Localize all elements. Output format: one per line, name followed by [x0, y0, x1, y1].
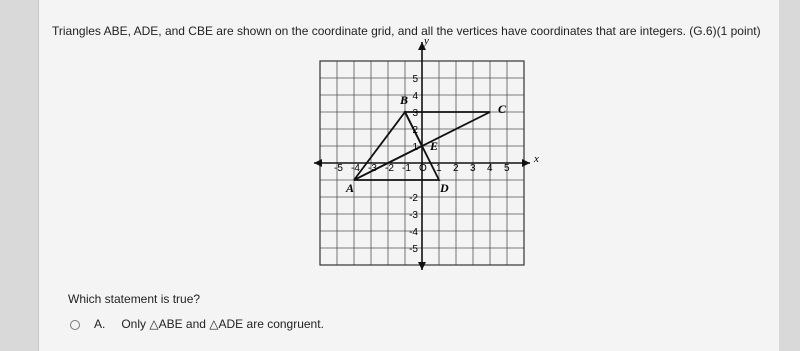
arrow: [522, 159, 530, 167]
x-tick-label: 3: [470, 163, 476, 174]
x-axis-label: x: [533, 153, 539, 165]
y-tick-label: 2: [412, 125, 418, 136]
choice-text: Only △ABE and △ADE are congruent.: [121, 317, 324, 331]
x-tick-label: -5: [334, 163, 343, 174]
y-tick-label: 1: [412, 142, 418, 153]
point-label: C: [498, 102, 507, 116]
arrow: [314, 159, 322, 167]
point-label: E: [429, 139, 438, 153]
x-tick-label: 2: [453, 163, 459, 174]
choice-letter: A.: [94, 317, 106, 331]
y-tick-label: -4: [409, 227, 418, 238]
answer-choice[interactable]: A. Only △ABE and △ADE are congruent.: [70, 317, 324, 331]
radio-button[interactable]: [70, 319, 80, 330]
triangle-ade: [353, 144, 441, 181]
arrow: [418, 42, 426, 50]
question-text: Triangles ABE, ADE, and CBE are shown on…: [52, 24, 761, 38]
x-tick-label: 1: [436, 163, 442, 174]
y-tick-label: -2: [409, 193, 418, 204]
x-tick-label: O: [419, 163, 427, 174]
y-tick-label: 3: [412, 108, 418, 119]
x-tick-label: -1: [402, 163, 411, 174]
triangle-cbe: [403, 111, 491, 148]
y-tick-label: -5: [409, 244, 418, 255]
y-tick-label: -3: [409, 210, 418, 221]
y-axis-label: y: [423, 35, 429, 47]
arrow: [418, 262, 426, 270]
y-tick-label: 4: [412, 91, 418, 102]
x-tick-label: -4: [351, 163, 360, 174]
x-tick-label: -2: [385, 163, 394, 174]
point-label: B: [399, 93, 408, 107]
y-tick-label: 5: [412, 74, 418, 85]
x-tick-label: 4: [487, 163, 493, 174]
point-label: D: [439, 181, 449, 195]
question-panel: [38, 0, 779, 351]
x-tick-label: 5: [504, 163, 510, 174]
x-tick-label: -3: [368, 163, 377, 174]
prompt-text: Which statement is true?: [68, 292, 201, 306]
point-label: A: [345, 181, 354, 195]
